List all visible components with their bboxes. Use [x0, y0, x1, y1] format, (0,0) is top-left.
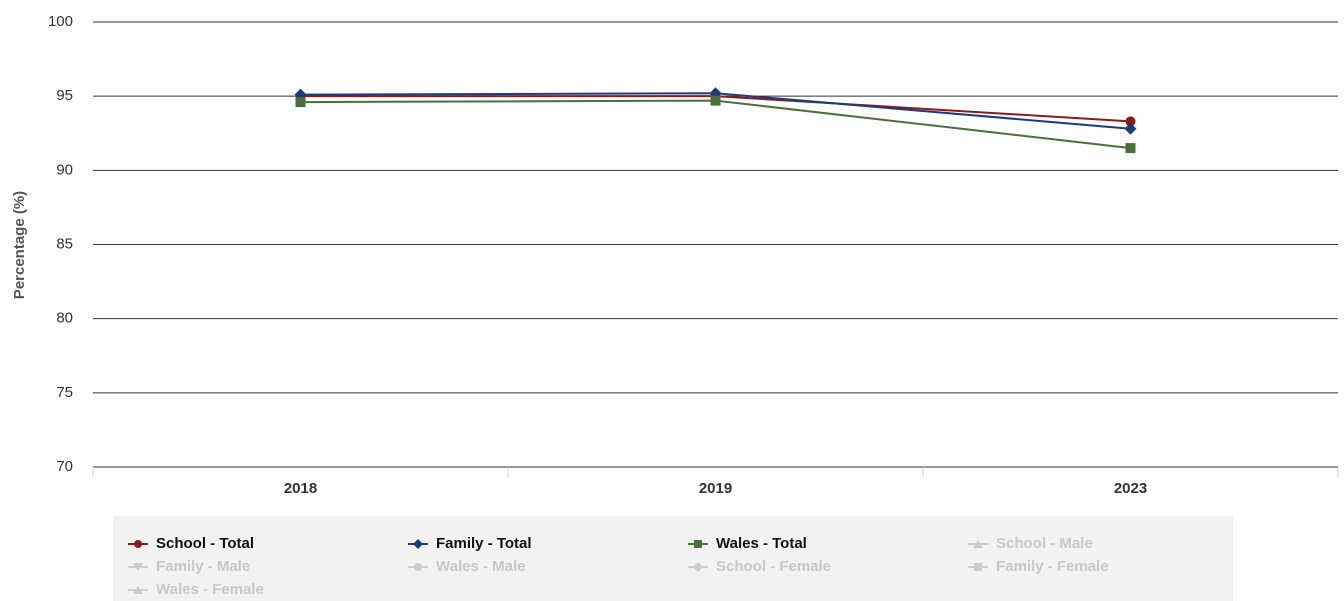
y-axis-title: Percentage (%) — [11, 191, 28, 299]
legend-label[interactable]: Family - Total — [436, 535, 532, 552]
legend-label[interactable]: School - Total — [156, 535, 254, 552]
legend-label[interactable]: Family - Male — [156, 558, 250, 575]
legend-label[interactable]: Wales - Female — [156, 581, 264, 598]
marker — [710, 95, 721, 106]
legend-label[interactable]: School - Female — [716, 558, 831, 575]
legend-marker — [414, 563, 422, 571]
series-line — [300, 99, 1131, 150]
y-tick-label: 70 — [56, 458, 73, 475]
marker — [1125, 143, 1136, 154]
y-tick-label: 85 — [56, 235, 73, 252]
legend-marker — [133, 586, 143, 594]
legend-marker — [693, 562, 703, 572]
marker — [1124, 122, 1137, 135]
y-tick-label: 75 — [56, 384, 73, 401]
legend-marker — [134, 540, 142, 548]
y-tick-label: 80 — [56, 310, 73, 327]
legend-marker — [133, 563, 143, 571]
x-tick-label: 2019 — [699, 480, 732, 497]
legend-marker — [413, 539, 423, 549]
legend-label[interactable]: Wales - Male — [436, 558, 525, 575]
legend-box — [113, 516, 1233, 601]
legend-label[interactable]: School - Male — [996, 535, 1093, 552]
legend-marker — [694, 540, 702, 548]
marker — [1125, 116, 1136, 127]
legend-marker — [974, 563, 982, 571]
legend-label[interactable]: Wales - Total — [716, 535, 807, 552]
x-tick-label: 2018 — [284, 480, 317, 497]
marker — [295, 97, 306, 108]
legend-label[interactable]: Family - Female — [996, 558, 1109, 575]
y-tick-label: 90 — [56, 161, 73, 178]
y-tick-label: 100 — [48, 13, 73, 30]
x-tick-label: 2023 — [1114, 480, 1147, 497]
y-tick-label: 95 — [56, 87, 73, 104]
legend-marker — [973, 540, 983, 548]
